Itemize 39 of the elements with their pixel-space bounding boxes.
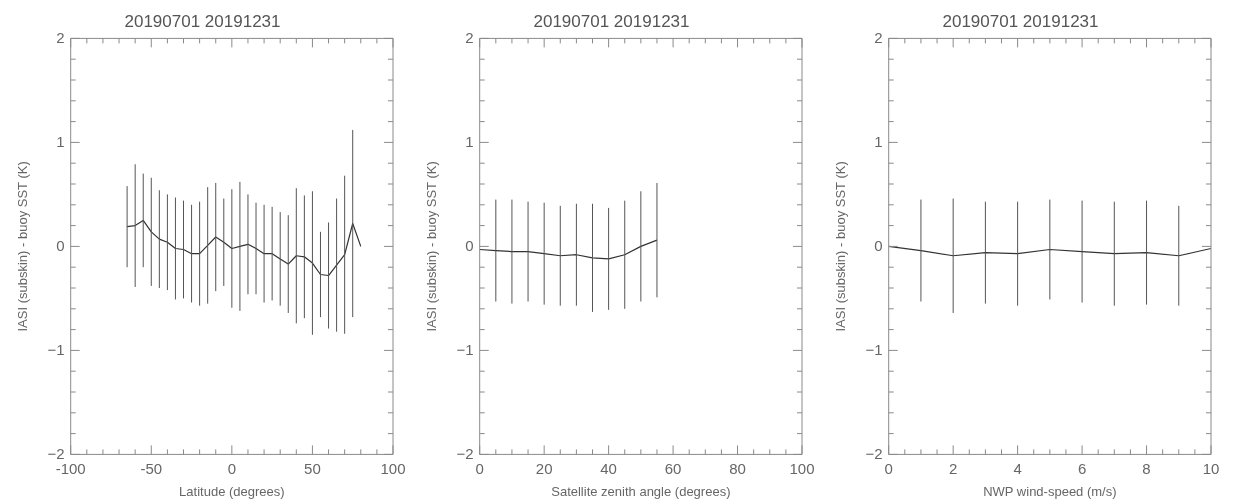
- y-tick-label: 0: [465, 236, 474, 254]
- x-tick-label: 8: [1142, 459, 1151, 477]
- x-tick-label: 10: [1202, 459, 1220, 477]
- x-tick-label: 60: [664, 459, 682, 477]
- x-tick-label: 50: [304, 459, 321, 477]
- y-tick-label: 0: [874, 236, 883, 254]
- x-tick-label: 100: [380, 459, 406, 477]
- y-axis-title: IASI (subskin) - buoy SST (K): [833, 161, 849, 332]
- y-tick-label: 0: [56, 236, 65, 254]
- y-tick-label: 1: [56, 132, 65, 150]
- x-tick-label: 20: [535, 459, 553, 477]
- x-axis-title: Latitude (degrees): [179, 483, 285, 499]
- y-tick-label: 1: [465, 132, 474, 150]
- y-tick-label: −2: [47, 444, 65, 462]
- y-tick-label: −1: [47, 340, 65, 358]
- x-tick-label: 100: [789, 459, 815, 477]
- y-axis-title: IASI (subskin) - buoy SST (K): [424, 161, 440, 332]
- y-tick-label: −1: [456, 340, 474, 358]
- y-tick-label: 1: [874, 132, 883, 150]
- chart-title: 20190701 20191231: [942, 11, 1099, 31]
- x-tick-label: 6: [1077, 459, 1087, 477]
- y-tick-label: −2: [865, 444, 883, 462]
- x-axis-title: NWP wind-speed (m/s): [983, 483, 1117, 499]
- y-tick-label: 2: [874, 28, 883, 46]
- x-tick-label: 4: [1013, 459, 1022, 477]
- x-tick-label: -100: [55, 459, 86, 477]
- x-tick-label: -50: [140, 459, 163, 477]
- chart-title: 20190701 20191231: [124, 11, 281, 31]
- x-axis-title: Satellite zenith angle (degrees): [551, 483, 731, 499]
- y-tick-label: 2: [56, 28, 65, 46]
- x-tick-label: 0: [227, 459, 237, 477]
- x-tick-label: 2: [948, 459, 958, 477]
- y-axis-title: IASI (subskin) - buoy SST (K): [15, 161, 31, 332]
- x-tick-label: 40: [600, 459, 617, 477]
- y-tick-label: −2: [456, 444, 474, 462]
- y-tick-label: 2: [465, 28, 474, 46]
- x-tick-label: 80: [729, 459, 746, 477]
- chart-title: 20190701 20191231: [533, 11, 690, 31]
- y-tick-label: −1: [865, 340, 883, 358]
